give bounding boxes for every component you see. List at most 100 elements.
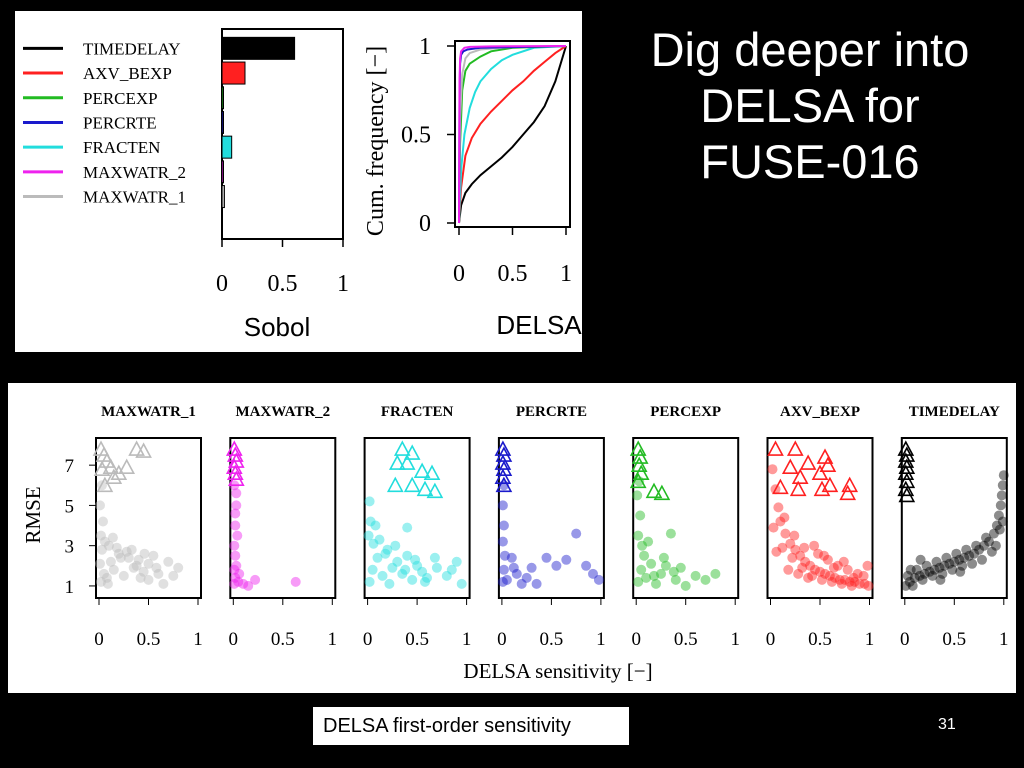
scatter-panel-title: MAXWATR_1 [101,404,196,420]
scatter-point [649,570,659,581]
scatter-point [917,574,928,585]
scatter-point [138,566,149,577]
scatter-x-axis-label: DELSA sensitivity [−] [463,659,652,683]
scatter-point [828,562,839,573]
scatter-figure: MAXWATR_1 0 0.5 1 1 3 5 7 MAXWATR_2 0 0.5 1 FRACTEN 0… [21,404,1009,683]
scatter-panel-title: AXV_BEXP [780,404,860,420]
scatter-point [836,578,847,589]
scatter-triangle [789,480,807,497]
scatter-triangle [495,460,513,476]
scatter-x-tick-label: 0 [900,629,910,650]
scatter-point [230,550,241,561]
scatter-y-tick-label: 7 [65,456,75,477]
scatter-panel-title: TIMEDELAY [909,404,1000,420]
scatter-panel-title: FRACTEN [381,404,454,420]
sobol-bar-timedelay [221,36,296,60]
scatter-point [710,568,721,579]
scatter-point [859,578,870,589]
scatter-point [234,568,245,579]
scatter-point [793,568,804,579]
scatter-panel-timedelay: TIMEDELAY 0 0.5 1 [897,404,1009,650]
sobol-x-tick-label: 0.5 [268,271,298,297]
scatter-point [392,556,403,567]
scatter-point [858,570,869,581]
scatter-point [921,560,932,571]
legend-label-percexp: PERCEXP [83,89,158,108]
scatter-point [993,510,1004,521]
scatter-point [777,542,788,553]
scatter-x-tick-label: 0 [363,629,373,650]
scatter-point [768,522,779,533]
scatter-point [551,560,562,571]
scatter-point [111,542,122,553]
cdf-y-tick-label: 0 [419,211,431,237]
scatter-panel-title: MAXWATR_2 [235,404,330,420]
scatter-point [390,540,401,551]
scatter-point [995,500,1006,511]
cdf-x-tick-label: 0.5 [498,261,528,287]
scatter-point [387,562,398,573]
scatter-point [230,520,241,531]
scatter-point [902,570,913,581]
scatter-x-tick-label: 0.5 [271,629,295,650]
scatter-point [497,536,508,547]
scatter-point [904,576,915,587]
scatter-triangle [416,480,434,497]
scatter-point [400,564,411,575]
scatter-point [243,580,254,591]
scatter-triangle [118,458,136,474]
slide-title-line-2: DELSA for [700,79,920,132]
legend-label-axv-bexp: AXV_BEXP [83,64,172,83]
scatter-point [829,572,840,583]
scatter-point [834,574,845,585]
scatter-point [934,562,945,573]
scatter-triangle [105,468,123,484]
sobol-chart-label: Sobol [244,312,311,342]
scatter-triangle [786,440,804,456]
scatter-x-tick-label: 0.5 [540,629,564,650]
scatter-point [964,550,975,561]
scatter-point [365,516,376,527]
scatter-point [996,490,1007,501]
scatter-point [668,566,679,577]
scatter-point [128,562,139,573]
scatter-panel-title: PERCEXP [650,404,721,420]
scatter-point [849,576,860,587]
scatter-x-tick-label: 0.5 [808,629,832,650]
scatter-point [961,544,972,555]
scatter-point [103,540,114,551]
scatter-point [846,580,857,591]
scatter-point [516,578,527,589]
scatter-x-tick-label: 1 [193,629,203,650]
scatter-point [429,552,440,563]
scatter-point [231,560,242,571]
scatter-point [377,570,388,581]
scatter-point [108,564,119,575]
scatter-triangle [495,476,513,493]
scatter-triangle [813,480,831,497]
scatter-triangle [135,442,152,458]
scatter-point [905,564,916,575]
scatter-point [238,578,249,589]
scatter-point [931,556,942,567]
scatter-point [107,532,118,543]
slide-title: Dig deeper into DELSA for FUSE-016 [600,22,1020,190]
legend-label-timedelay: TIMEDELAY [83,39,181,58]
scatter-point [498,520,509,531]
scatter-x-tick-label: 0 [631,629,641,650]
scatter-x-tick-label: 0.5 [942,629,966,650]
scatter-point [974,544,985,555]
scatter-triangle [403,444,421,460]
page-number: 31 [938,716,956,733]
scatter-triangle [423,464,441,480]
scatter-point [680,580,691,591]
scatter-point [780,528,791,539]
slide-title-line-1: Dig deeper into [650,23,970,76]
scatter-x-tick-label: 1 [462,629,472,650]
scatter-point [526,562,537,573]
scatter-point [797,562,808,573]
scatter-point [446,564,457,575]
scatter-triangle [839,484,857,501]
cdf-x-tick-label: 0 [453,261,465,287]
scatter-triangle [781,458,799,474]
